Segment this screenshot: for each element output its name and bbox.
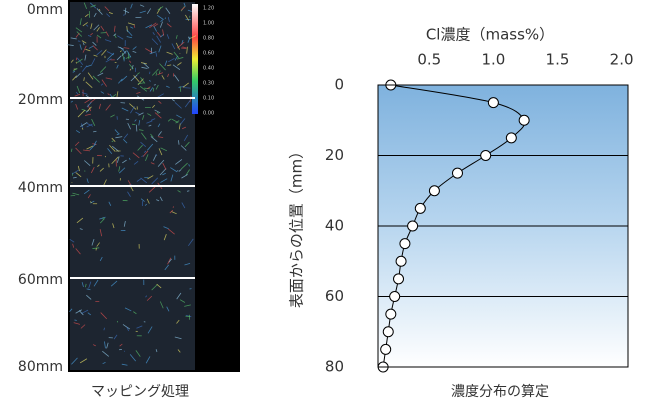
marker: [383, 327, 393, 337]
depth-tick-label: 0: [334, 76, 344, 94]
marker: [394, 274, 404, 284]
conc-tick-label: 1.0: [481, 51, 505, 69]
colorbar-label: 0.80: [203, 36, 214, 42]
colorbar-label: 0.30: [203, 81, 214, 87]
texture: [71, 195, 76, 196]
depth-tick-label: 20: [325, 146, 344, 164]
texture: [76, 62, 77, 64]
marker: [506, 133, 516, 143]
chart-caption: 濃度分布の算定: [451, 384, 549, 400]
depth-tick-label: 60: [325, 287, 344, 305]
conc-tick-label: 2.0: [610, 51, 634, 69]
page: マッピング処理 Cl濃度（mass%） 濃度分布の算定 表面からの位置（mm） …: [0, 0, 654, 405]
marker: [415, 203, 425, 213]
marker: [390, 292, 400, 302]
depth-label: 20mm: [18, 92, 63, 108]
depth-label: 0mm: [27, 2, 63, 18]
colorbar-label: 1.20: [203, 6, 214, 12]
marker: [452, 168, 462, 178]
texture: [136, 125, 137, 132]
marker: [408, 221, 418, 231]
colorbar-label: 0.40: [203, 66, 214, 72]
marker: [481, 151, 491, 161]
y-axis-title: Cl濃度（mass%）: [426, 26, 554, 44]
marker: [396, 256, 406, 266]
conc-tick-label: 0.5: [417, 51, 441, 69]
marker: [429, 186, 439, 196]
depth-label: 40mm: [18, 180, 63, 196]
colorbar-label: 0.10: [203, 96, 214, 102]
depth-label: 60mm: [18, 272, 63, 288]
colorbar-label: 0.00: [203, 111, 214, 117]
texture: [154, 85, 156, 86]
conc-tick-label: 1.5: [546, 51, 570, 69]
marker: [519, 115, 529, 125]
texture: [123, 15, 125, 16]
marker: [386, 309, 396, 319]
colorbar-label: 1.00: [203, 21, 214, 27]
depth-tick-label: 40: [325, 217, 344, 235]
texture: [130, 69, 131, 71]
colorbar-label: 0.60: [203, 51, 214, 57]
depth-label: 80mm: [18, 359, 63, 375]
marker: [488, 98, 498, 108]
texture: [184, 88, 191, 89]
depth-tick-label: 80: [325, 358, 344, 376]
mapping-caption: マッピング処理: [91, 384, 189, 400]
x-axis-title: 表面からの位置（mm）: [288, 144, 306, 308]
texture: [187, 191, 189, 192]
marker: [381, 344, 391, 354]
marker: [400, 239, 410, 249]
